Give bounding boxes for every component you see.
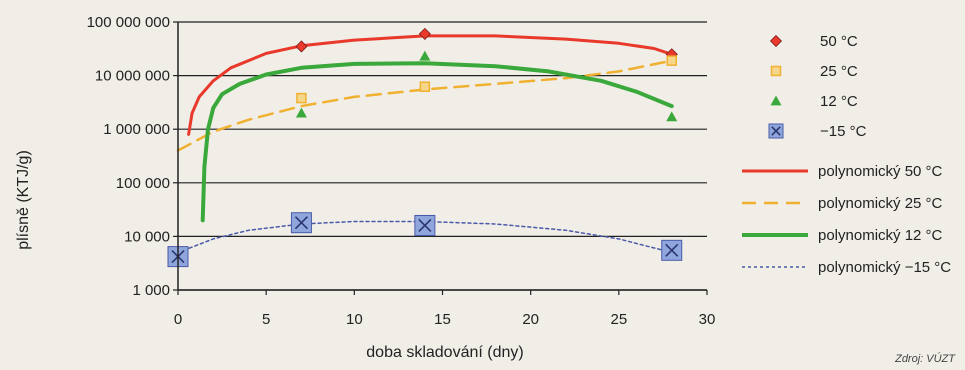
legend-item-12-c: 12 °C — [770, 93, 858, 110]
legend-label: polynomický 50 °C — [818, 163, 943, 180]
marker-cross — [771, 126, 781, 136]
legend-label: polynomický 25 °C — [818, 195, 943, 212]
y-tick-label: 100 000 — [116, 175, 170, 192]
point-12-c — [419, 50, 431, 61]
x-tick-label: 10 — [346, 311, 363, 328]
x-tick-label: 5 — [262, 311, 270, 328]
x-axis-label: doba skladování (dny) — [366, 344, 523, 361]
legend-label: 50 °C — [820, 33, 858, 50]
legend-label: polynomický −15 °C — [818, 259, 951, 276]
legend-item-polynomick-25-c: polynomický 25 °C — [742, 195, 943, 212]
x-tick-label: 15 — [434, 311, 451, 328]
legend-item-polynomick-12-c: polynomický 12 °C — [742, 227, 943, 244]
y-tick-label: 1 000 000 — [103, 121, 170, 138]
x-tick-label: 25 — [610, 311, 627, 328]
legend-marker — [768, 123, 784, 139]
legend-label: −15 °C — [820, 123, 867, 140]
marker-cross — [418, 218, 432, 233]
y-tick-label: 10 000 000 — [95, 68, 170, 85]
x-tick-label: 0 — [174, 311, 182, 328]
trendlines — [176, 34, 674, 254]
trendline-polynomick-50-c — [187, 34, 674, 136]
legend-marker — [770, 95, 782, 106]
legend-item-polynomick-15-c: polynomický −15 °C — [742, 259, 951, 276]
y-tick-label: 1 000 — [132, 282, 170, 299]
legend-item-polynomick-50-c: polynomický 50 °C — [742, 163, 943, 180]
point-15-c — [290, 212, 312, 234]
point-25-c — [296, 92, 307, 104]
source-note: Zdroj: VÚZT — [894, 352, 956, 365]
point-25-c — [419, 81, 431, 92]
legend-label: polynomický 12 °C — [818, 227, 943, 244]
point-12-c — [666, 111, 678, 122]
legend-item-50-c: 50 °C — [769, 33, 858, 50]
point-15-c — [661, 239, 683, 261]
point-50-c — [295, 40, 308, 53]
legend-item-15-c: −15 °C — [768, 123, 867, 140]
data-markers — [167, 27, 683, 268]
legend-label: 12 °C — [820, 93, 858, 110]
legend-marker — [770, 65, 782, 77]
trendline-polynomick-25-c — [176, 59, 673, 152]
y-axis-label: plísně (KTJ/g) — [15, 150, 32, 250]
marker-cross — [294, 216, 308, 230]
legend-marker — [769, 34, 783, 48]
legend: 50 °C 25 °C 12 °C −15 °C polynomický 50 °C po… — [742, 33, 951, 276]
y-tick-label: 100 000 000 — [87, 14, 170, 31]
legend-label: 25 °C — [820, 63, 858, 80]
trendline-polynomick-12-c — [200, 61, 674, 223]
point-15-c — [414, 214, 436, 236]
point-50-c — [418, 27, 431, 40]
marker-cross — [665, 243, 679, 257]
point-12-c — [295, 107, 307, 118]
x-tick-label: 20 — [522, 311, 539, 328]
x-tick-label: 30 — [699, 311, 716, 328]
y-tick-label: 10 000 — [124, 228, 170, 245]
trendline-polynomick-15-c — [177, 220, 673, 254]
point-25-c — [666, 55, 677, 66]
legend-item-25-c: 25 °C — [770, 63, 858, 80]
